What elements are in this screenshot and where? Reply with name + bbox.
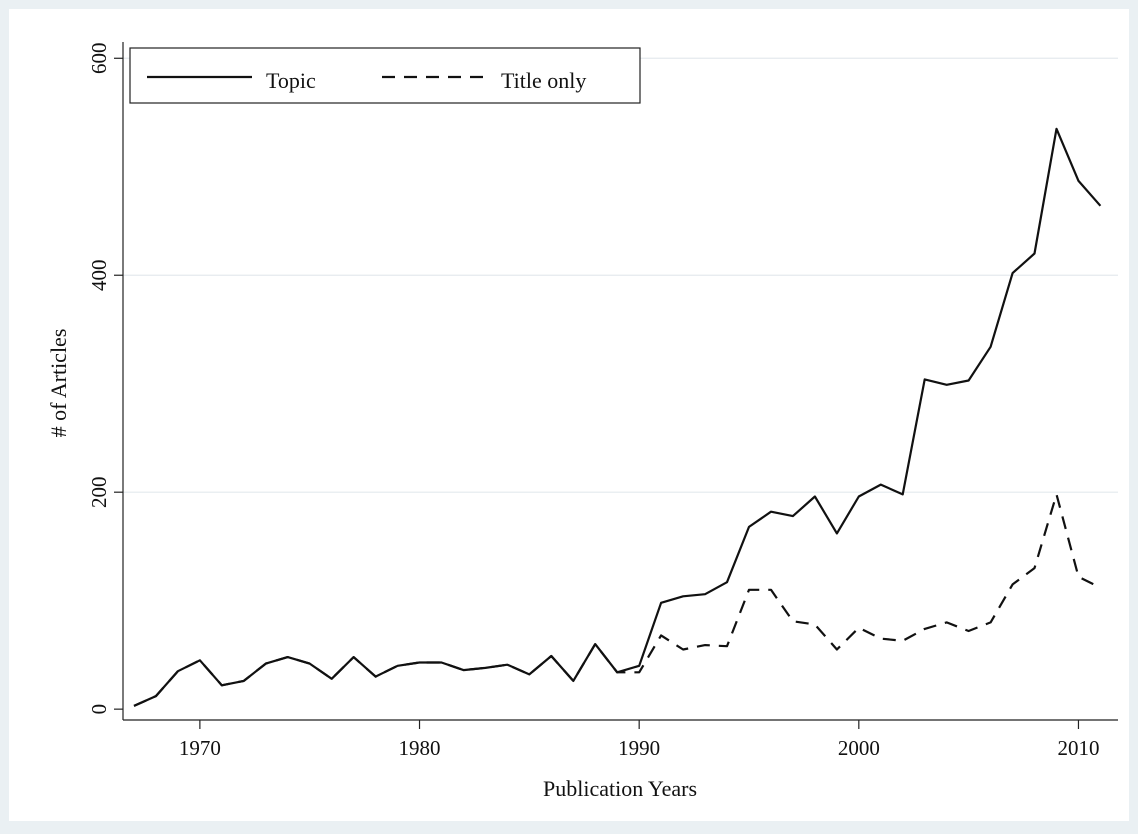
plot-region-background xyxy=(9,9,1129,821)
x-tick-label-2010: 2010 xyxy=(1057,736,1099,760)
x-tick-label-1980: 1980 xyxy=(399,736,441,760)
y-tick-label-600: 600 xyxy=(87,43,111,75)
legend-box xyxy=(129,47,641,104)
legend-label-title-only: Title only xyxy=(501,68,586,93)
y-tick-label-0: 0 xyxy=(87,704,111,715)
legend-label-topic: Topic xyxy=(266,68,316,93)
x-tick-label-2000: 2000 xyxy=(838,736,880,760)
y-axis-label: # of Articles xyxy=(46,329,71,438)
series-line-title-only xyxy=(133,493,1101,707)
legend: Topic Title only xyxy=(129,47,641,104)
x-axis-label: Publication Years xyxy=(543,776,697,801)
y-tick-label-400: 400 xyxy=(87,259,111,291)
x-tick-label-1990: 1990 xyxy=(618,736,660,760)
data-series xyxy=(133,127,1102,707)
x-tick-label-1970: 1970 xyxy=(179,736,221,760)
y-tick-label-200: 200 xyxy=(87,476,111,508)
axes: 0 200 400 600 1970 1980 1990 2000 2010 xyxy=(87,42,1118,760)
